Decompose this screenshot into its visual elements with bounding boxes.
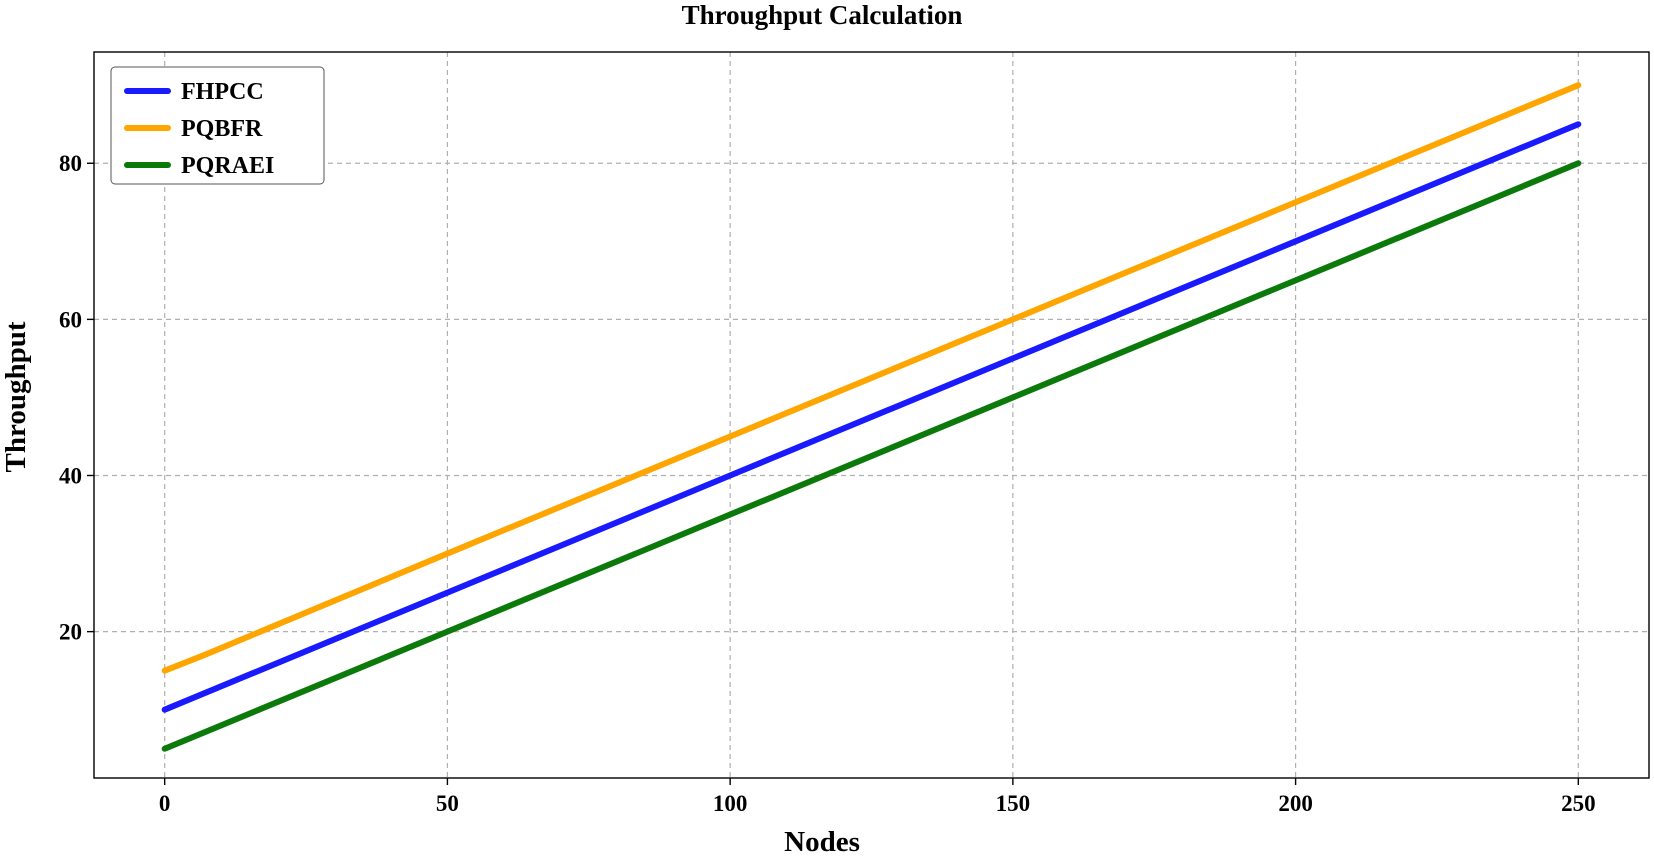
legend-label-pqbfr: PQBFR — [181, 116, 263, 142]
x-tick-label: 50 — [436, 791, 459, 816]
x-tick-label: 0 — [159, 791, 171, 816]
legend-label-fhpcc: FHPCC — [181, 79, 264, 105]
series-lines — [161, 82, 1582, 752]
series-line-fhpcc — [161, 121, 1582, 713]
legend: FHPCC PQBFR PQRAEI — [110, 66, 325, 185]
x-tick-label: 150 — [996, 791, 1031, 816]
y-tick-label: 80 — [59, 151, 82, 176]
y-tick-label: 40 — [59, 464, 82, 489]
x-tick-label: 100 — [713, 791, 748, 816]
x-tick-label: 250 — [1561, 791, 1596, 816]
x-axis-label: Nodes — [784, 826, 860, 857]
series-line-pqraei — [161, 160, 1582, 752]
series-line-pqbfr — [161, 82, 1582, 674]
legend-label-pqraei: PQRAEI — [181, 153, 274, 179]
plot-frame — [93, 51, 1650, 779]
y-tick-label: 20 — [59, 620, 82, 645]
y-tick-label: 60 — [59, 307, 82, 332]
axis-ticks: 0 50 100 150 200 250 20 40 60 80 — [59, 151, 1596, 816]
grid — [94, 52, 1649, 778]
chart-title: Throughput Calculation — [682, 0, 963, 30]
x-tick-label: 200 — [1278, 791, 1313, 816]
legend-box — [110, 66, 325, 185]
y-axis-label: Throughput — [0, 321, 32, 472]
